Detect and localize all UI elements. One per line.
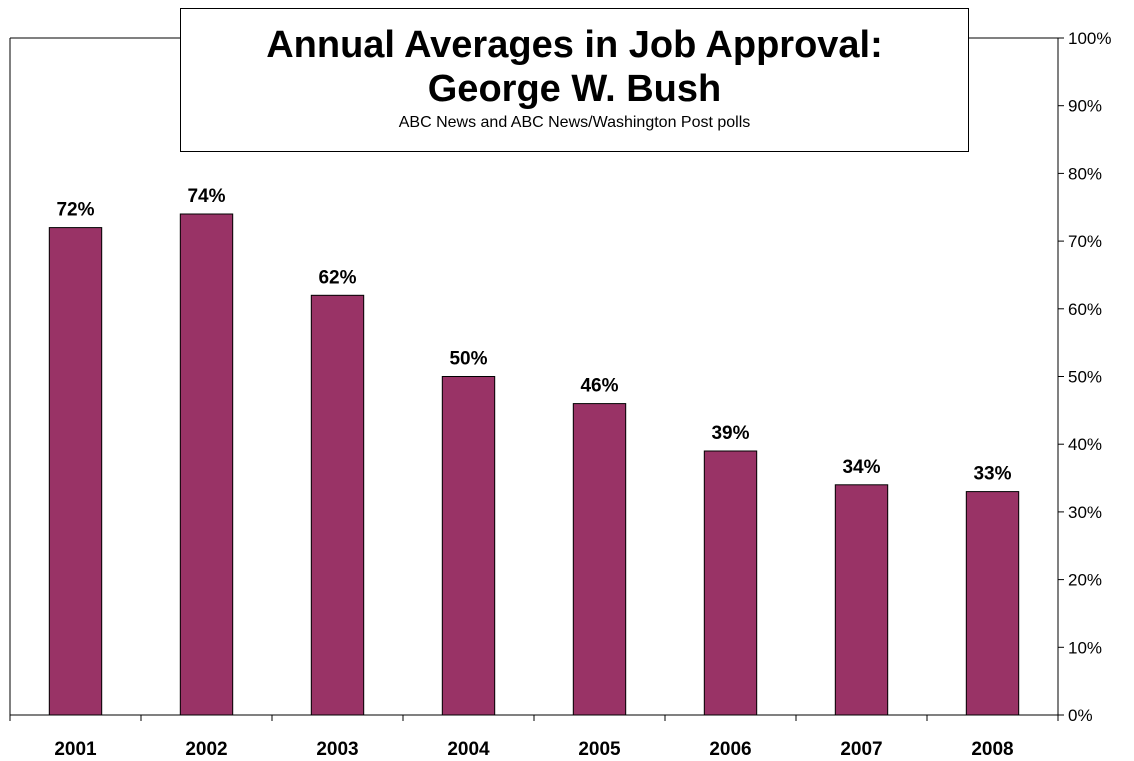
data-label-2001: 72% <box>56 200 94 221</box>
data-label-2005: 46% <box>580 376 618 397</box>
bar-2007 <box>834 484 889 716</box>
x-tick-label-2005: 2005 <box>578 739 621 760</box>
x-tick-label-2001: 2001 <box>54 739 97 760</box>
x-axis: 2001 2002 2003 2004 2005 2006 2007 2008 <box>9 714 1059 760</box>
x-tick-label-2007: 2007 <box>840 739 882 760</box>
y-tick-label-80pct: 80% <box>1068 164 1102 183</box>
bar-2002 <box>179 213 234 716</box>
bar-2006 <box>703 450 758 716</box>
y-tick-label-70pct: 70% <box>1068 232 1102 251</box>
bar-2005 <box>572 403 627 716</box>
data-label-2003: 62% <box>318 267 356 288</box>
x-tick-label-2002: 2002 <box>185 739 227 760</box>
data-label-2007: 34% <box>842 457 880 478</box>
data-label-2004: 50% <box>449 349 487 370</box>
data-label-2006: 39% <box>711 423 749 444</box>
x-tick-label-2003: 2003 <box>316 739 358 760</box>
y-tick-label-0pct: 0% <box>1068 706 1093 725</box>
y-tick-label-30pct: 30% <box>1068 503 1102 522</box>
bar-2008 <box>965 491 1020 716</box>
chart-title-line-2: George W. Bush <box>427 68 722 110</box>
bars-group <box>48 213 1020 716</box>
chart-title-box: Annual Averages in Job Approval: George … <box>180 8 969 152</box>
y-tick-label-60pct: 60% <box>1068 300 1102 319</box>
data-label-2002: 74% <box>187 186 225 207</box>
data-labels-group: 72% 74% 62% 50% 46% 39% 34% 33% <box>56 186 1011 485</box>
data-label-2008: 33% <box>973 464 1011 485</box>
chart-subtitle: ABC News and ABC News/Washington Post po… <box>398 114 751 131</box>
bar-2003 <box>310 294 365 716</box>
bar-2004 <box>441 376 496 716</box>
y-tick-label-100pct: 100% <box>1068 29 1111 48</box>
bar-2001 <box>48 227 103 716</box>
y-axis: 0% 10% 20% 30% 40% 50% 60% 70% 80% 90% 100% <box>1057 29 1111 725</box>
y-tick-label-50pct: 50% <box>1068 368 1102 387</box>
x-tick-label-2004: 2004 <box>447 739 490 760</box>
y-tick-label-40pct: 40% <box>1068 435 1102 454</box>
y-tick-label-20pct: 20% <box>1068 571 1102 590</box>
x-tick-label-2006: 2006 <box>709 739 751 760</box>
chart-title-line-1: Annual Averages in Job Approval: <box>266 24 883 66</box>
y-tick-label-90pct: 90% <box>1068 97 1102 116</box>
y-tick-label-10pct: 10% <box>1068 638 1102 657</box>
x-tick-label-2008: 2008 <box>971 739 1013 760</box>
